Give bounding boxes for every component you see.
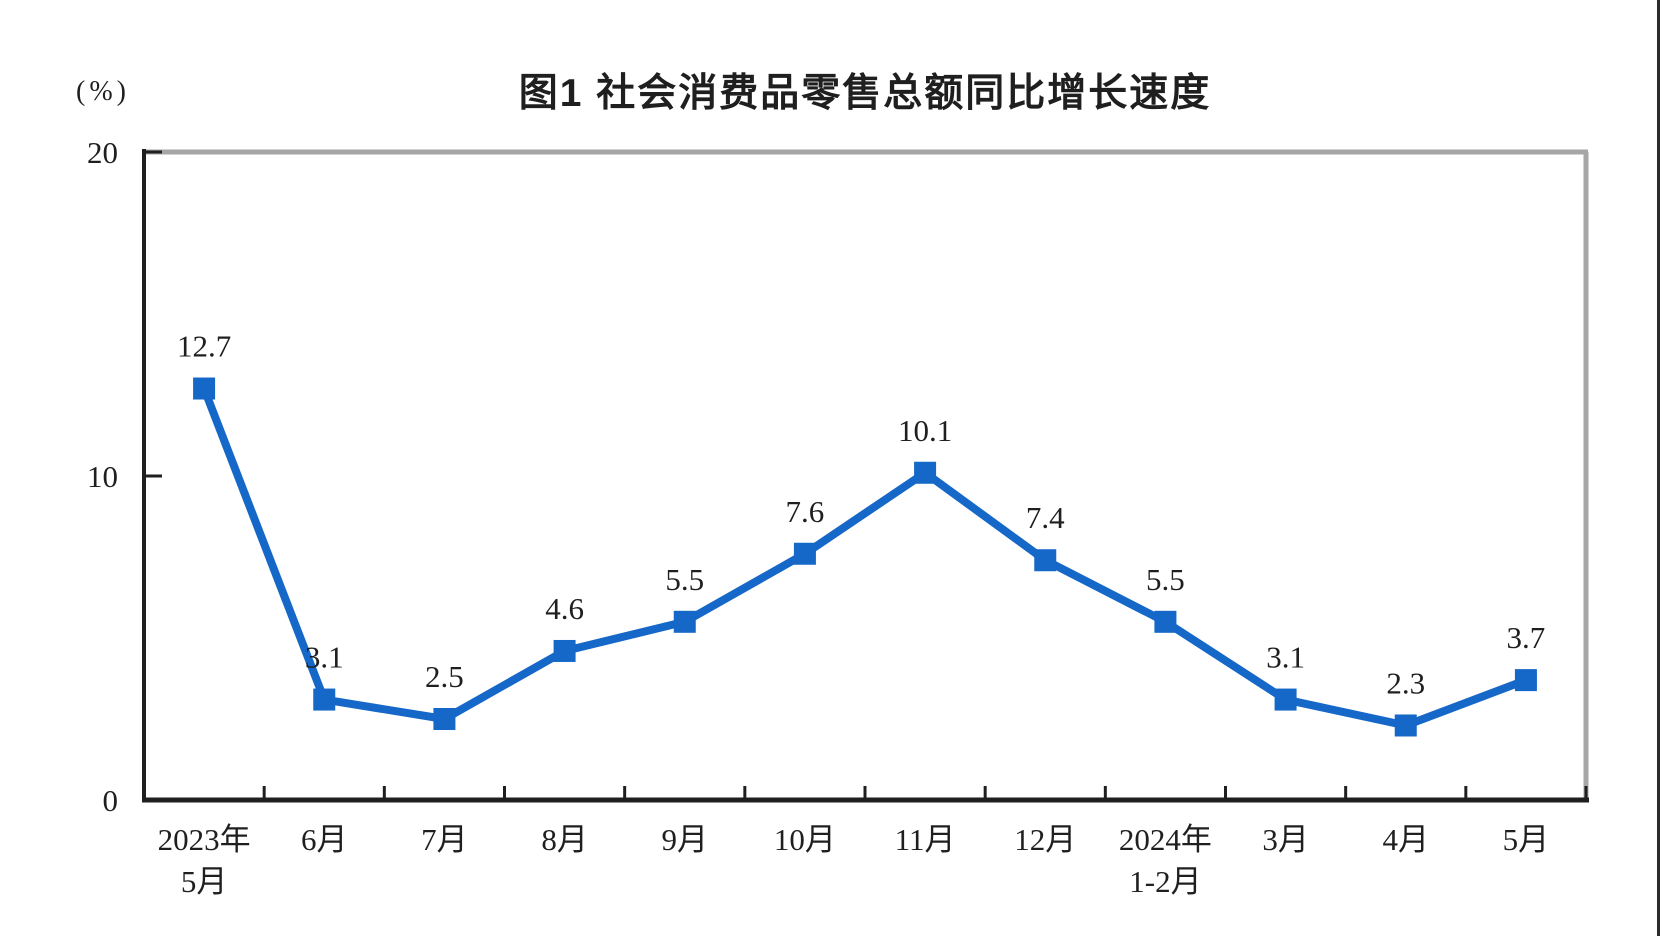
x-axis-tick-label: 11月 [895,822,956,857]
data-point-marker [1274,688,1297,711]
x-axis-tick-label: 2023年 [158,822,251,857]
data-point-label: 3.7 [1507,620,1546,655]
data-point-label: 10.1 [898,413,952,448]
data-point-marker [914,461,937,484]
data-point-label: 7.4 [1026,500,1065,535]
chart-title: 图1 社会消费品零售总额同比增长速度 [518,72,1212,115]
data-point-label: 5.5 [665,562,704,597]
x-axis-tick-label: 5月 [1503,822,1550,857]
x-axis-tick-label: 6月 [301,822,348,857]
y-axis-tick-label: 0 [103,783,119,818]
data-point-marker [433,708,456,730]
data-point-label: 3.1 [305,640,344,675]
data-point-label: 12.7 [177,329,231,364]
page-edge-divider [1657,0,1660,936]
data-point-marker [673,610,696,633]
data-point-label: 3.1 [1266,640,1305,675]
y-axis-unit-label: (%) [76,76,130,107]
data-point-label: 2.5 [425,659,464,694]
data-point-marker [1034,549,1057,572]
data-point-marker [313,688,336,711]
x-axis-tick-label: 1-2月 [1129,864,1201,899]
x-axis-tick-label: 8月 [541,822,588,857]
data-point-label: 5.5 [1146,562,1185,597]
data-point-marker [553,639,576,662]
x-axis-tick-label: 10月 [774,822,836,857]
data-point-label: 2.3 [1386,665,1425,700]
data-point-marker [193,377,216,400]
x-axis-tick-label: 2024年 [1119,822,1212,857]
data-point-label: 7.6 [786,494,825,529]
y-axis-tick-label: 20 [87,135,118,170]
x-axis-tick-label: 4月 [1383,822,1430,857]
y-axis-tick-label: 10 [87,459,118,494]
data-point-label: 4.6 [545,591,584,626]
x-axis-tick-label: 9月 [662,822,709,857]
data-point-marker [1394,714,1417,737]
x-axis-tick-label: 5月 [181,864,228,899]
x-axis-tick-label: 12月 [1014,822,1076,857]
x-axis-tick-label: 7月 [421,822,468,857]
x-axis-tick-label: 3月 [1262,822,1309,857]
data-point-marker [1154,610,1177,633]
data-point-marker [793,542,816,565]
trend-line [200,384,1530,730]
data-point-marker [1514,669,1537,692]
